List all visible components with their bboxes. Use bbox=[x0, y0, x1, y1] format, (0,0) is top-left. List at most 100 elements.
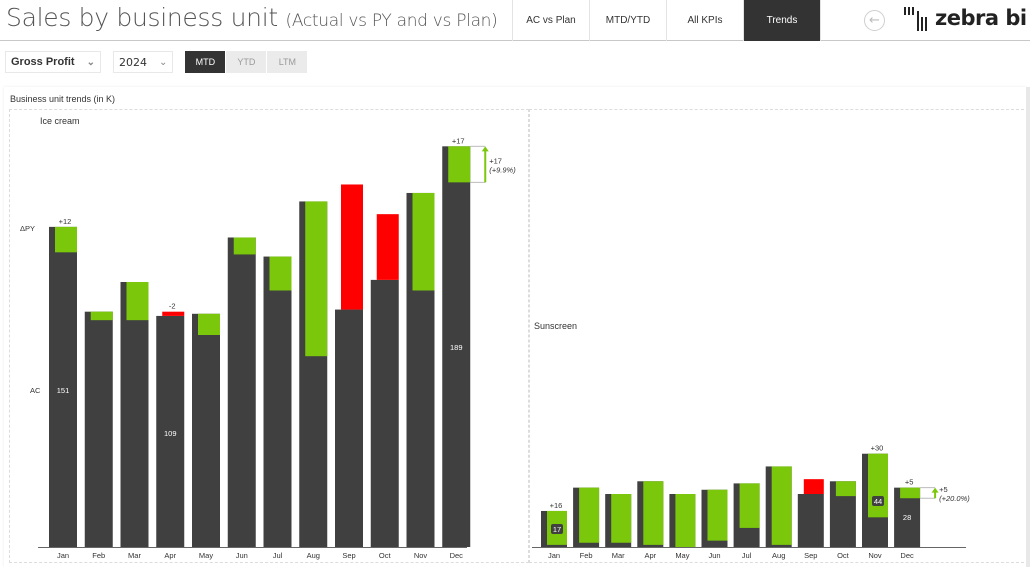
delta-label: +30 bbox=[871, 444, 884, 453]
period-mtd-button[interactable]: MTD bbox=[185, 51, 226, 73]
ac-bar bbox=[227, 237, 256, 547]
nav-tabs: AC vs Plan MTD/YTD All KPIs Trends bbox=[513, 0, 821, 41]
x-axis-label: Dec bbox=[450, 551, 464, 560]
trends-card: Business unit trends (in K) Ice cream Ja… bbox=[4, 87, 1026, 567]
chevron-down-icon: ⌄ bbox=[158, 56, 168, 68]
delta-positive-bar bbox=[900, 487, 921, 499]
delta-positive-bar bbox=[305, 201, 328, 357]
variance-value: +5 bbox=[939, 485, 948, 494]
ac-bar bbox=[156, 315, 185, 547]
logo: zebra bi bbox=[904, 6, 1027, 31]
variance-value: +17 bbox=[489, 156, 502, 165]
page-title-main: Sales by business unit bbox=[6, 3, 278, 32]
delta-positive-bar bbox=[269, 256, 292, 291]
ac-bar bbox=[120, 282, 149, 547]
measure-dropdown[interactable]: Gross Profit ⌄ bbox=[5, 51, 101, 73]
zebra-bars-icon bbox=[904, 7, 929, 31]
card-title: Business unit trends (in K) bbox=[10, 94, 116, 104]
ac-bar bbox=[84, 311, 113, 547]
delta-positive-bar bbox=[707, 489, 728, 541]
ice-cream-chart: Jan Feb Mar Apr May Jun Jul Aug Sep Oct Nov Dec +12 -… bbox=[20, 136, 516, 560]
ac-bar bbox=[797, 494, 824, 547]
row-label-delta-py: ΔPY bbox=[20, 224, 35, 233]
x-axis-label: May bbox=[675, 551, 689, 560]
tab-ac-vs-plan[interactable]: AC vs Plan bbox=[513, 0, 590, 41]
page-title: Sales by business unit (Actual vs PY and… bbox=[6, 3, 498, 32]
x-axis-label: May bbox=[199, 551, 213, 560]
tab-all-kpis[interactable]: All KPIs bbox=[667, 0, 744, 41]
delta-positive-bar bbox=[412, 192, 435, 291]
delta-label: +16 bbox=[550, 501, 563, 510]
ac-value-label: 151 bbox=[57, 386, 70, 395]
ac-bar bbox=[370, 279, 399, 547]
delta-positive-bar bbox=[90, 311, 113, 321]
period-ltm-button[interactable]: LTM bbox=[267, 51, 308, 73]
x-axis-label: Jun bbox=[708, 551, 720, 560]
period-ytd-button[interactable]: YTD bbox=[226, 51, 267, 73]
scrollbar[interactable] bbox=[1026, 87, 1030, 567]
x-axis-label: Jan bbox=[548, 551, 560, 560]
x-axis-label: Jul bbox=[742, 551, 752, 560]
page-title-subtitle: (Actual vs PY and vs Plan) bbox=[285, 11, 498, 31]
ac-bar bbox=[442, 146, 471, 547]
x-axis-label: Apr bbox=[164, 551, 176, 560]
x-axis-label: Dec bbox=[900, 551, 914, 560]
x-axis-label: Aug bbox=[772, 551, 785, 560]
delta-positive-bar bbox=[675, 494, 696, 547]
ac-bar bbox=[263, 256, 292, 547]
delta-positive-bar bbox=[233, 237, 256, 255]
x-axis-label: Nov bbox=[868, 551, 882, 560]
arrow-left-icon: ← bbox=[869, 13, 880, 28]
variance-percent: (+20.0%) bbox=[939, 494, 970, 503]
delta-positive-bar bbox=[611, 494, 632, 543]
delta-negative-bar bbox=[162, 311, 185, 316]
chevron-down-icon: ⌄ bbox=[86, 56, 95, 68]
arrow-up-icon bbox=[931, 487, 939, 493]
x-axis-label: Jan bbox=[57, 551, 69, 560]
chart-title: Ice cream bbox=[40, 116, 80, 126]
ac-label-box bbox=[872, 496, 884, 506]
x-axis-label: Sep bbox=[804, 551, 817, 560]
x-axis-label: Oct bbox=[379, 551, 392, 560]
delta-positive-bar bbox=[126, 282, 149, 321]
measure-value: Gross Profit bbox=[11, 56, 75, 68]
x-axis-label: Jun bbox=[236, 551, 248, 560]
ac-bar bbox=[192, 313, 220, 547]
row-label-ac: AC bbox=[30, 386, 41, 395]
x-axis-label: Aug bbox=[307, 551, 320, 560]
ac-value-label: 189 bbox=[450, 343, 463, 352]
header-bar: Sales by business unit (Actual vs PY and… bbox=[0, 0, 1030, 41]
arrow-up-icon bbox=[481, 146, 489, 152]
ac-value-label: 17 bbox=[553, 525, 561, 534]
delta-positive-bar bbox=[868, 453, 888, 518]
title-box: Sales by business unit (Actual vs PY and… bbox=[0, 0, 513, 41]
logo-text: zebra bi bbox=[935, 6, 1027, 30]
back-button[interactable]: ← bbox=[864, 10, 885, 31]
ac-bar bbox=[49, 226, 77, 547]
delta-label: +12 bbox=[59, 217, 72, 226]
filter-bar: Gross Profit ⌄ 2024 ⌄ MTD YTD LTM bbox=[5, 51, 308, 73]
delta-positive-bar bbox=[771, 466, 792, 545]
tab-mtd-ytd[interactable]: MTD/YTD bbox=[590, 0, 667, 41]
ac-value-label: 109 bbox=[164, 429, 177, 438]
delta-positive-bar bbox=[643, 481, 664, 545]
x-axis-label: Mar bbox=[128, 551, 141, 560]
delta-positive-bar bbox=[579, 487, 600, 543]
ac-bar bbox=[335, 309, 363, 547]
variance-percent: (+9.9%) bbox=[489, 165, 516, 174]
ac-value-label: 44 bbox=[874, 497, 882, 506]
year-dropdown[interactable]: 2024 ⌄ bbox=[112, 51, 174, 73]
period-toggle: MTD YTD LTM bbox=[185, 51, 308, 73]
delta-label: +17 bbox=[452, 136, 465, 145]
delta-positive-bar bbox=[448, 146, 471, 183]
x-axis-label: Feb bbox=[92, 551, 105, 560]
tab-trends[interactable]: Trends bbox=[744, 0, 821, 41]
sunscreen-panel: Sunscreen Jan Feb Mar Apr May Jun Jul Aug Sep Oct… bbox=[529, 109, 1024, 563]
delta-label: -2 bbox=[169, 302, 176, 311]
x-axis-label: Sep bbox=[342, 551, 355, 560]
sunscreen-chart: Jan Feb Mar Apr May Jun Jul Aug Sep Oct Nov Dec +16 +… bbox=[532, 444, 970, 560]
chart-title: Sunscreen bbox=[534, 321, 578, 331]
delta-positive-bar bbox=[198, 313, 220, 335]
x-axis-label: Nov bbox=[414, 551, 428, 560]
delta-positive-bar bbox=[55, 226, 77, 253]
